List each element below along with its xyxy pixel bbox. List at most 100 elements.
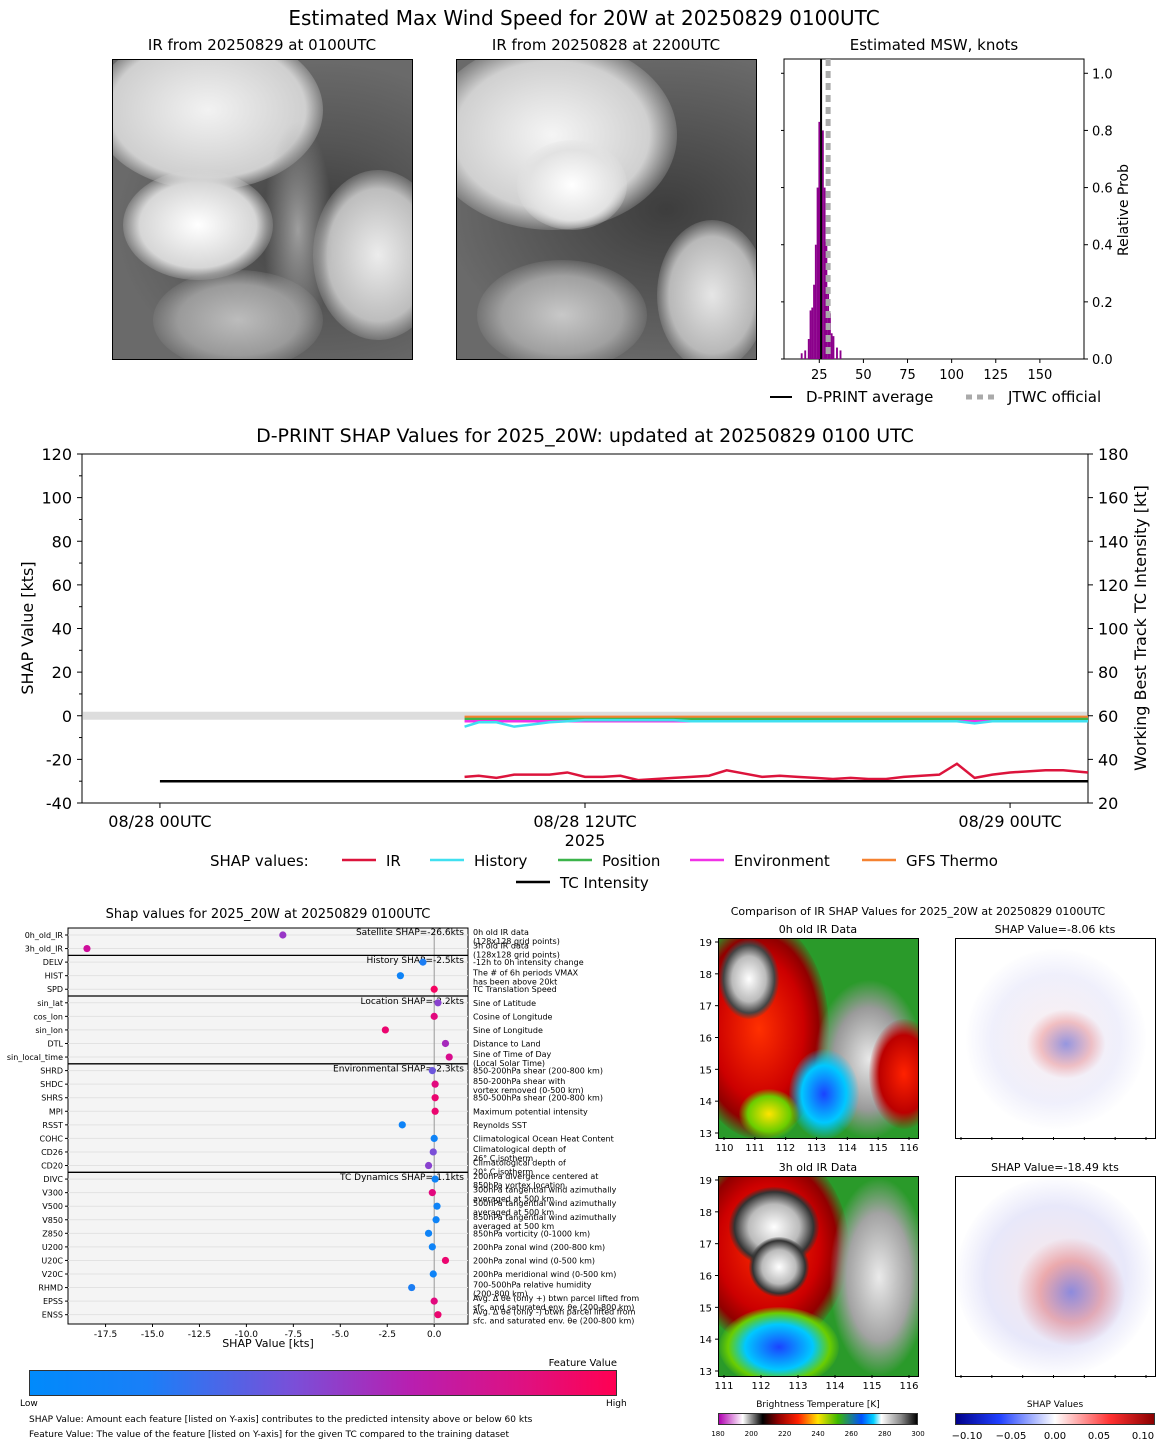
feature-name: sin_local_time — [7, 1053, 63, 1062]
feature-description: Avg. Δ θe (only -) btwn parcel lifted fr… — [473, 1308, 636, 1317]
ir-0h-title: 0h old IR Data — [778, 923, 858, 936]
ts-year-label: 2025 — [565, 831, 606, 850]
ts-left-tick: 40 — [52, 620, 72, 639]
shap-tick: 0.05 — [1088, 1431, 1110, 1442]
ir-prev-title: IR from 20250828 at 2200UTC — [491, 36, 721, 54]
shap-3h-heatmap — [955, 1176, 1156, 1377]
shap-point — [429, 1148, 437, 1156]
ir-image-prev — [456, 59, 757, 360]
shap-ts-title: D-PRINT SHAP Values for 2025_20W: update… — [256, 425, 914, 447]
shap-point — [429, 1270, 437, 1278]
shap-point — [279, 931, 287, 939]
feature-description: 850-500hPa shear (200-800 km) — [473, 1094, 603, 1103]
feature-name: EPSS — [43, 1297, 63, 1306]
feature-description: vortex removed (0-500 km) — [473, 1086, 584, 1095]
shap-point — [408, 1283, 416, 1292]
shap-point — [434, 999, 442, 1007]
ts-right-tick: 120 — [1098, 576, 1129, 595]
feature-description: The # of 6h periods VMAX — [472, 969, 579, 978]
shap-tick: 0.00 — [1044, 1431, 1066, 1442]
feature-description: Cosine of Longitude — [473, 1012, 553, 1021]
ir-x-tick: 111 — [714, 1381, 733, 1392]
msw-bar — [832, 336, 835, 359]
msw-bar — [814, 244, 817, 359]
feature-name: U200 — [42, 1243, 63, 1252]
fp-x-tick: 0.0 — [427, 1330, 442, 1340]
msw-y-tick: 1.0 — [1092, 67, 1113, 82]
feature-description: 850hPa vortex location — [473, 1181, 565, 1190]
svg-text:TC Intensity: TC Intensity — [559, 874, 649, 892]
ir-x-tick: 116 — [899, 1381, 918, 1392]
ir-x-tick: 110 — [714, 1143, 733, 1154]
shap-point — [445, 1053, 453, 1061]
feature-description: Climatological depth of — [473, 1159, 566, 1168]
svg-text:Position: Position — [602, 852, 660, 870]
feature-description: 200hPa zonal wind (0-500 km) — [473, 1256, 595, 1265]
svg-text:History: History — [474, 852, 527, 870]
feature-description: 850hPa vorticity (0-1000 km) — [473, 1229, 590, 1238]
ts-right-tick: 60 — [1098, 707, 1118, 726]
ir-y-tick: 19 — [699, 1176, 712, 1187]
feature-name: SHDC — [40, 1080, 63, 1089]
ir-y-tick: 15 — [699, 1303, 712, 1314]
ts-right-tick: 40 — [1098, 750, 1118, 769]
feature-name: V850 — [42, 1216, 63, 1225]
compare-colorbar-ticks: 180 200 220 240 260 280 300 −0.10 −0.05 0.00 0.05 0… — [711, 1430, 1154, 1442]
shap-point — [441, 1039, 450, 1048]
feature-description: Sine of Longitude — [473, 1026, 543, 1035]
ts-right-tick: 160 — [1098, 489, 1129, 508]
feature-description: sfc. and saturated env. θe (200-800 km) — [473, 1317, 634, 1326]
colorbar-low-label: Low — [20, 1399, 38, 1409]
ts-left-tick: -20 — [46, 750, 72, 769]
fp-x-tick: -12.5 — [188, 1330, 211, 1340]
ts-left-tick: 100 — [41, 489, 72, 508]
feature-description: -12h to 0h intensity change — [473, 958, 584, 967]
bt-tick: 220 — [778, 1430, 791, 1438]
legend-history: History — [430, 852, 527, 870]
feature-description: 26° C isotherm — [473, 1154, 533, 1163]
feature-name: sin_lon — [35, 1026, 63, 1035]
fp-xlabel: SHAP Value [kts] — [222, 1337, 314, 1350]
feature-name: sin_lat — [37, 999, 63, 1008]
feature-description: Reynolds SST — [473, 1121, 527, 1130]
shap-tick: −0.05 — [996, 1431, 1027, 1442]
feature-description: 850-200hPa shear with — [473, 1077, 565, 1086]
svg-text:IR: IR — [386, 852, 401, 870]
ir-compare-title: Comparison of IR SHAP Values for 2025_20… — [730, 905, 1106, 918]
bt-tick: 180 — [711, 1430, 724, 1438]
ts-x-tick: 08/28 12UTC — [533, 812, 636, 831]
msw-bar — [800, 353, 803, 359]
shap-point — [398, 1121, 406, 1129]
msw-y-tick: 0.4 — [1092, 239, 1113, 254]
ir-3h-heatmap — [718, 1176, 919, 1377]
legend-ir: IR — [342, 852, 401, 870]
feature-description: 300hPa tangential wind azimuthally — [473, 1186, 617, 1195]
shap-colorbar — [955, 1413, 1155, 1425]
ir-x-tick: 114 — [825, 1381, 844, 1392]
feature-plot-title: Shap values for 2025_20W at 20250829 010… — [105, 907, 431, 922]
ir-x-tick: 113 — [788, 1381, 807, 1392]
shap-0h-title: SHAP Value=-8.06 kts — [994, 923, 1116, 936]
shap-point — [430, 1297, 438, 1305]
ir-image-now — [112, 59, 413, 360]
shap-point — [83, 944, 91, 953]
bt-tick: 200 — [745, 1430, 758, 1438]
feature-description: averaged at 500 km — [473, 1195, 554, 1204]
msw-y-tick: 0.8 — [1092, 124, 1113, 139]
ts-left-tick: 80 — [52, 532, 72, 551]
feature-description: sfc. and saturated env. θe (200-800 km) — [473, 1303, 634, 1312]
feature-name: COHC — [40, 1134, 64, 1143]
feature-description: Avg. Δ θe (only +) btwn parcel lifted fr… — [473, 1294, 639, 1303]
ir-y-tick: 13 — [699, 1367, 712, 1378]
bt-tick: 240 — [811, 1430, 824, 1438]
msw-title: Estimated MSW, knots — [849, 36, 1019, 54]
feature-name: SHRD — [40, 1067, 63, 1076]
footnote-shap-value: SHAP Value: Amount each feature [listed … — [29, 1415, 533, 1425]
msw-x-tick: 100 — [939, 368, 964, 383]
shap-point — [428, 1189, 436, 1197]
shap-point — [419, 958, 427, 966]
shap-point — [396, 972, 404, 980]
ts-left-tick: 120 — [41, 445, 72, 464]
group-label: History SHAP=-2.5kts — [367, 956, 465, 966]
ir-x-tick: 115 — [862, 1381, 881, 1392]
